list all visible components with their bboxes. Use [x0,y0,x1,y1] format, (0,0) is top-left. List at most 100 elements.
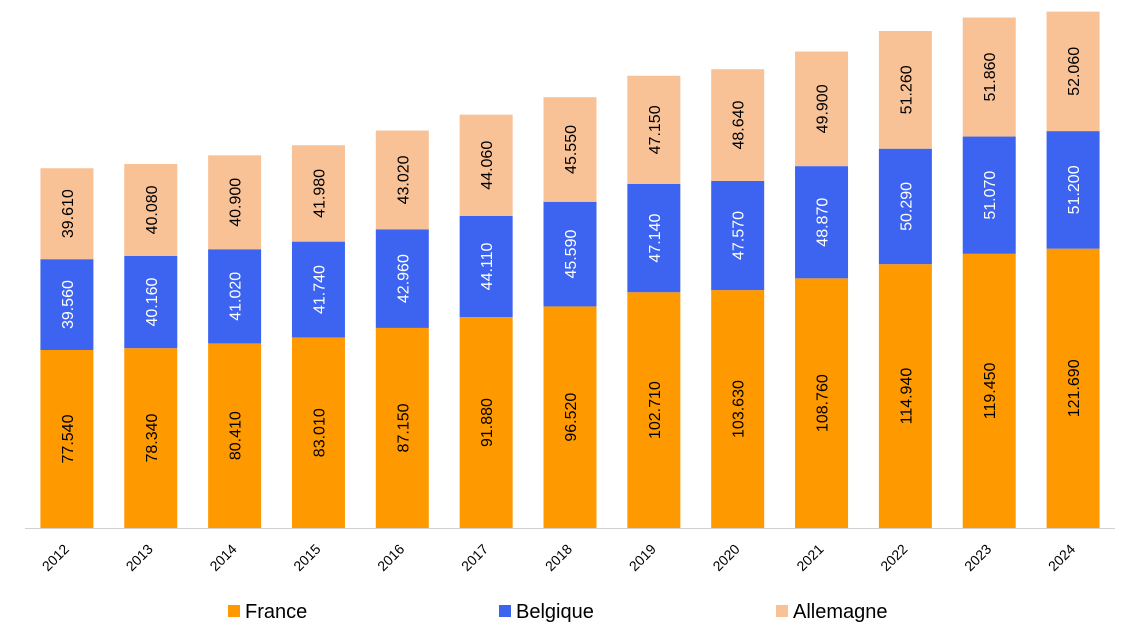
bar-belgique-2024 [1046,131,1100,249]
x-tick-label-2017: 2017 [458,541,491,574]
data-label-belgique-2019: 47.140 [647,214,664,263]
x-tick-label-2022: 2022 [877,541,910,574]
bar-allemagne-2014 [208,155,262,250]
x-tick-label-2013: 2013 [123,541,156,574]
bar-allemagne-2015 [291,145,345,242]
bars-group [40,11,1100,528]
bar-france-2023 [962,253,1016,528]
data-label-belgique-2020: 47.570 [731,211,748,260]
data-label-allemagne-2018: 45.550 [563,125,580,174]
data-label-france-2020: 103.630 [731,380,748,438]
x-tick-label-2012: 2012 [39,541,72,574]
bar-allemagne-2018 [543,97,597,202]
bar-belgique-2019 [627,184,681,293]
legend-swatch-allemagne [776,605,788,617]
legend-label-belgique: Belgique [516,601,594,623]
bar-belgique-2021 [795,166,849,279]
bar-belgique-2014 [208,249,262,344]
legend-swatch-belgique [499,605,511,617]
data-label-france-2017: 91.880 [479,398,496,447]
bar-allemagne-2022 [878,31,932,149]
bar-france-2015 [291,337,345,528]
bar-belgique-2020 [711,180,765,291]
data-label-france-2024: 121.690 [1066,359,1083,417]
bar-belgique-2015 [291,241,345,338]
bar-belgique-2016 [375,229,429,328]
data-label-belgique-2018: 45.590 [563,230,580,279]
data-label-allemagne-2021: 49.900 [815,84,832,133]
bar-allemagne-2019 [627,75,681,184]
bar-france-2017 [459,317,513,528]
legend-label-france: France [245,601,307,623]
bar-france-2019 [627,292,681,528]
data-label-allemagne-2019: 47.150 [647,105,664,154]
bar-allemagne-2021 [795,51,849,167]
x-tick-label-2021: 2021 [793,541,826,574]
bar-france-2024 [1046,248,1100,528]
bar-belgique-2018 [543,201,597,307]
data-label-france-2021: 108.760 [815,374,832,432]
bar-belgique-2023 [962,136,1016,254]
bar-france-2022 [878,264,932,528]
x-tick-label-2024: 2024 [1045,541,1078,574]
data-label-france-2019: 102.710 [647,381,664,439]
data-label-france-2013: 78.340 [144,414,161,463]
data-label-belgique-2017: 44.110 [479,242,496,290]
x-tick-label-2015: 2015 [290,541,323,574]
x-tick-label-2020: 2020 [709,541,742,574]
data-label-belgique-2021: 48.870 [815,198,832,247]
bar-belgique-2022 [878,148,932,265]
data-label-belgique-2013: 40.160 [144,277,161,326]
data-label-belgique-2023: 51.070 [982,171,999,220]
legend-label-allemagne: Allemagne [793,601,888,623]
data-labels-group: 77.540 39.560 39.610 78.340 40.160 40.080 80.4… [60,47,1083,464]
bar-france-2014 [208,343,262,528]
x-tick-label-2016: 2016 [374,541,407,574]
data-label-allemagne-2017: 44.060 [479,141,496,190]
bar-allemagne-2017 [459,114,513,216]
bar-france-2021 [795,278,849,528]
data-label-france-2022: 114.940 [898,368,915,425]
data-label-allemagne-2020: 48.640 [731,100,748,149]
data-label-belgique-2012: 39.560 [60,280,77,329]
bar-allemagne-2016 [375,130,429,230]
data-label-belgique-2014: 41.020 [228,272,245,321]
bar-france-2012 [40,350,94,528]
data-label-allemagne-2014: 40.900 [228,178,245,227]
bar-allemagne-2020 [711,69,765,181]
data-label-belgique-2024: 51.200 [1066,165,1083,214]
data-label-allemagne-2023: 51.860 [982,52,999,101]
bar-belgique-2012 [40,259,94,350]
data-label-france-2012: 77.540 [60,414,77,463]
legend-swatch-france [228,605,240,617]
data-label-france-2018: 96.520 [563,393,580,442]
bar-france-2018 [543,306,597,528]
data-label-france-2015: 83.010 [311,408,328,457]
data-label-allemagne-2013: 40.080 [144,185,161,234]
data-label-allemagne-2015: 41.980 [311,169,328,218]
x-tick-label-2018: 2018 [542,541,575,574]
bar-france-2016 [375,327,429,528]
data-label-allemagne-2024: 52.060 [1066,47,1083,96]
bar-allemagne-2013 [124,163,178,256]
x-tick-label-2019: 2019 [626,541,659,574]
bar-belgique-2017 [459,215,513,318]
data-label-france-2023: 119.450 [982,362,999,419]
data-label-allemagne-2022: 51.260 [898,65,915,114]
data-label-belgique-2016: 42.960 [395,254,412,303]
data-label-allemagne-2016: 43.020 [395,155,412,204]
data-label-france-2014: 80.410 [228,411,245,460]
data-label-belgique-2022: 50.290 [898,182,915,231]
bar-france-2020 [711,290,765,528]
x-tick-label-2023: 2023 [961,541,994,574]
data-label-belgique-2015: 41.740 [311,265,328,314]
bar-allemagne-2024 [1046,11,1100,132]
x-tick-label-2014: 2014 [206,541,239,574]
legend: France Belgique Allemagne [228,601,888,623]
bar-belgique-2013 [124,255,178,349]
x-tick-labels-group: 2012 2013 2014 2015 2016 2017 2018 2019 2020 2021… [39,541,1079,574]
data-label-france-2016: 87.150 [395,403,412,452]
data-label-allemagne-2012: 39.610 [60,189,77,238]
